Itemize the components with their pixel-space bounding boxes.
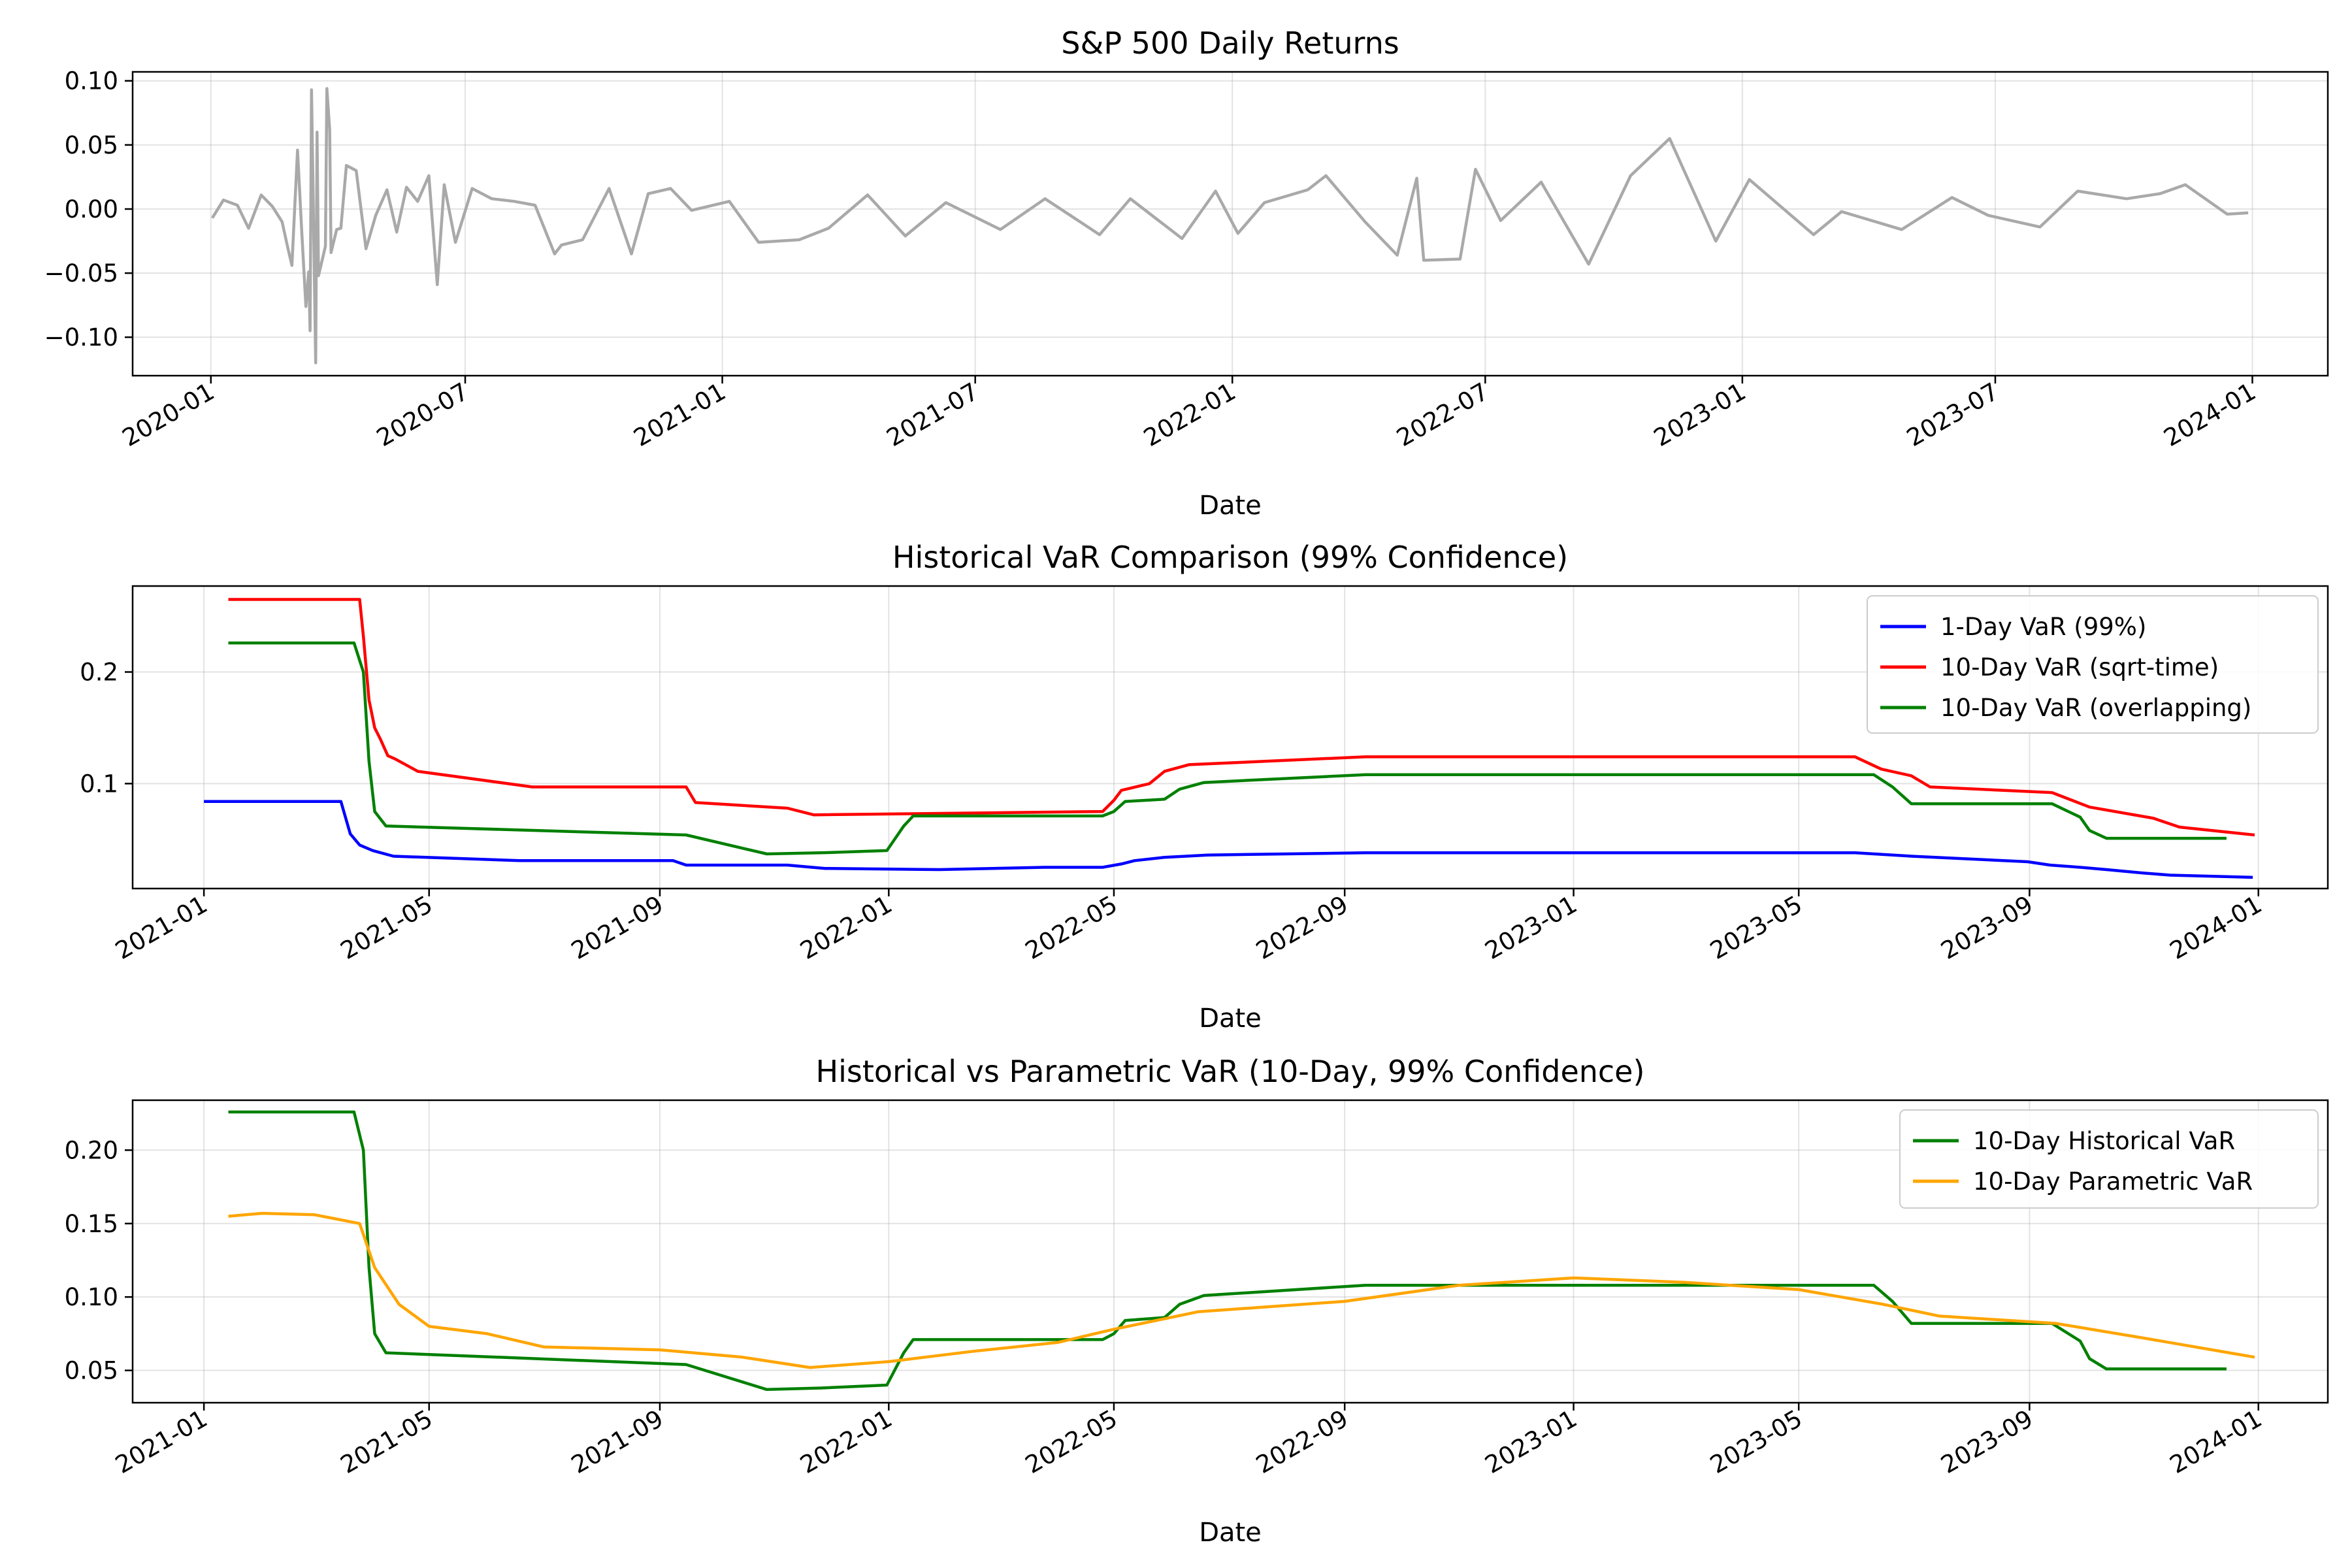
x-axis-label: Date [1199,1518,1262,1548]
legend-label: 10-Day Parametric VaR [1973,1168,2253,1196]
series-line-2 [228,1211,2255,1369]
x-axis-label: Date [1199,1004,1262,1034]
series-line-2 [228,598,2255,837]
x-tick-label: 2023-09 [1936,890,2037,966]
x-tick-label: 2023-07 [1902,378,2003,453]
legend-label: 1-Day VaR (99%) [1940,613,2146,641]
x-tick-label: 2021-01 [110,1405,212,1480]
chart-panel-1: 2020-01 2020-07 2021-01 2021-07 2022-01 2022-… [44,25,2329,521]
plot-frame [131,71,2329,377]
x-tick-label: 2023-01 [1480,890,1582,966]
x-tick-label: 2021-05 [336,1405,437,1480]
chart-title: Historical VaR Comparison (99% Confidenc… [892,540,1568,575]
x-tick-label: 2020-07 [372,378,473,453]
x-tick-label: 2021-09 [566,890,668,966]
x-tick-label: 2021-01 [110,890,212,966]
x-tick-label: 2021-01 [629,378,730,453]
x-tick-label: 2020-01 [118,378,219,453]
legend: 1-Day VaR (99%) 10-Day VaR (sqrt-time) 10-… [1867,595,2319,734]
y-tick-label: 0.05 [65,131,118,159]
x-tick-label: 2022-01 [795,890,896,966]
x-tick-label: 2023-05 [1705,890,1806,966]
series-line-1 [228,1110,2227,1392]
legend-label: 10-Day VaR (overlapping) [1940,694,2251,722]
x-tick-label: 2024-01 [2165,1405,2266,1480]
plot-frame [131,585,2329,890]
legend: 10-Day Historical VaR 10-Day Parametric V… [1899,1109,2319,1209]
x-tick-label: 2024-01 [2159,378,2261,453]
chart-panel-3: 2021-01 2021-05 2021-09 2022-01 2022-05 2022-… [65,1054,2329,1548]
y-tick-label: −0.10 [44,323,118,351]
x-tick-label: 2023-01 [1649,378,1750,453]
chart-panel-2: 2021-01 2021-05 2021-09 2022-01 2022-05 2022-… [80,540,2329,1034]
series-line-1 [210,87,2249,365]
series-line-3 [228,641,2227,856]
series-line-1 [204,800,2253,879]
x-tick-label: 2022-09 [1251,1405,1352,1480]
x-tick-label: 2021-07 [882,378,983,453]
x-axis-label: Date [1199,491,1262,521]
legend-label: 10-Day Historical VaR [1973,1127,2235,1155]
x-tick-label: 2021-05 [336,890,437,966]
x-tick-label: 2023-01 [1480,1405,1582,1480]
legend-label: 10-Day VaR (sqrt-time) [1940,653,2219,681]
legend-box [1867,595,2319,734]
x-tick-label: 2022-01 [1139,378,1240,453]
x-tick-label: 2021-09 [566,1405,668,1480]
y-tick-label: 0.10 [65,1283,118,1311]
chart-title: S&P 500 Daily Returns [1061,25,1399,61]
y-tick-label: 0.05 [65,1357,118,1385]
y-tick-label: 0.00 [65,195,118,223]
plot-frame [131,1099,2329,1404]
y-tick-label: 0.1 [80,770,118,798]
x-tick-label: 2022-09 [1251,890,1352,966]
y-tick-label: 0.15 [65,1210,118,1238]
x-tick-label: 2022-07 [1392,378,1493,453]
x-tick-label: 2024-01 [2165,890,2266,966]
y-tick-label: 0.10 [65,67,118,95]
legend-box [1899,1109,2319,1209]
x-tick-label: 2022-05 [1021,1405,1122,1480]
x-tick-label: 2022-01 [795,1405,896,1480]
y-tick-label: −0.05 [44,259,118,287]
x-tick-label: 2023-09 [1936,1405,2037,1480]
x-tick-label: 2023-05 [1705,1405,1806,1480]
x-tick-label: 2022-05 [1021,890,1122,966]
y-tick-label: 0.20 [65,1136,118,1164]
y-tick-label: 0.2 [80,659,118,687]
chart-title: Historical vs Parametric VaR (10-Day, 99… [816,1054,1645,1089]
